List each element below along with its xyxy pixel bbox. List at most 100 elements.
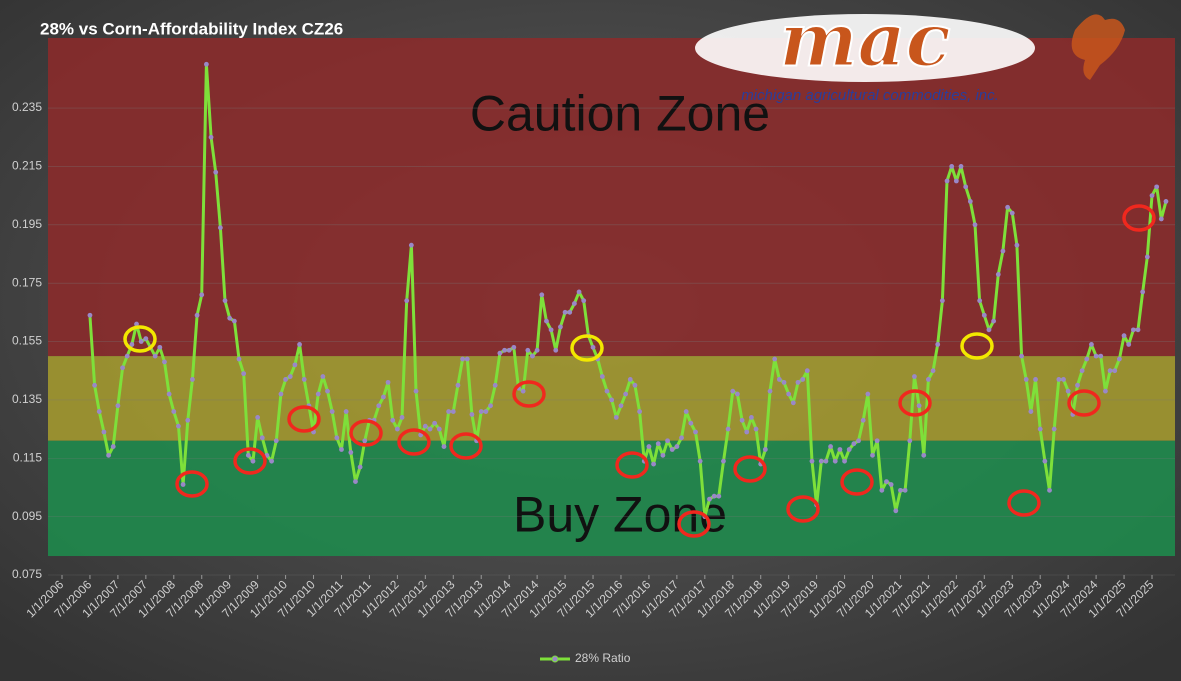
point xyxy=(408,242,414,248)
point xyxy=(1130,327,1136,333)
y-tick-label: 0.155 xyxy=(12,334,42,348)
point xyxy=(860,417,866,423)
point xyxy=(110,444,116,449)
point xyxy=(464,356,470,362)
chart-title: 28% vs Corn-Affordability Index CZ26 xyxy=(40,19,343,38)
point xyxy=(492,382,498,388)
point xyxy=(1126,342,1132,347)
point xyxy=(506,347,512,353)
point xyxy=(381,394,386,400)
point xyxy=(921,452,927,458)
point xyxy=(283,377,288,382)
point xyxy=(832,458,838,464)
point xyxy=(781,379,787,385)
point xyxy=(1028,409,1034,414)
point xyxy=(1084,356,1090,362)
highlight xyxy=(615,451,649,479)
point xyxy=(590,344,596,350)
point xyxy=(651,461,656,467)
point xyxy=(87,312,93,318)
point xyxy=(245,452,251,458)
point xyxy=(823,458,829,464)
point xyxy=(912,374,917,379)
logo-backdrop xyxy=(695,14,1035,82)
point xyxy=(115,403,121,409)
zone-label: Caution Zone xyxy=(470,85,770,141)
point xyxy=(632,382,638,388)
point xyxy=(851,441,857,447)
point xyxy=(287,374,293,379)
point xyxy=(1019,353,1024,359)
point xyxy=(460,356,465,362)
point xyxy=(939,298,945,304)
point xyxy=(562,309,568,315)
highlight xyxy=(677,510,711,538)
point xyxy=(427,426,433,432)
point xyxy=(334,435,340,441)
point xyxy=(1121,333,1127,339)
legend-marker xyxy=(551,655,559,663)
y-tick-label: 0.095 xyxy=(12,509,42,523)
point xyxy=(776,377,782,382)
y-tick-label: 0.215 xyxy=(12,159,42,173)
point xyxy=(688,420,694,426)
point xyxy=(120,365,125,371)
point xyxy=(926,377,931,382)
point xyxy=(749,415,754,420)
highlight xyxy=(840,468,874,496)
point xyxy=(362,438,368,444)
y-tick-label: 0.195 xyxy=(12,217,42,231)
point xyxy=(944,178,950,184)
point xyxy=(548,327,554,333)
point xyxy=(916,403,922,409)
point xyxy=(1103,388,1108,394)
point xyxy=(1140,289,1146,295)
point xyxy=(618,403,624,409)
point xyxy=(227,315,233,321)
zone xyxy=(48,38,1175,357)
point xyxy=(972,222,978,228)
point xyxy=(1149,193,1155,198)
point xyxy=(162,359,167,365)
point xyxy=(520,388,526,394)
point xyxy=(422,423,428,429)
point xyxy=(446,409,452,414)
logo-icon xyxy=(1071,14,1125,80)
point xyxy=(753,426,759,432)
point xyxy=(856,438,861,444)
zone-label: Buy Zone xyxy=(513,487,727,543)
point xyxy=(231,318,237,324)
point xyxy=(1065,388,1071,394)
point xyxy=(790,400,796,406)
point xyxy=(637,409,643,414)
point xyxy=(669,447,675,452)
point xyxy=(1112,368,1118,374)
point xyxy=(301,377,307,382)
y-tick-label: 0.115 xyxy=(13,450,42,464)
y-tick-label: 0.135 xyxy=(12,392,42,406)
point xyxy=(1042,458,1048,464)
point xyxy=(665,438,670,444)
point xyxy=(1093,353,1099,359)
point xyxy=(171,409,177,414)
point xyxy=(967,199,973,204)
point xyxy=(483,409,489,414)
point xyxy=(711,493,717,499)
point xyxy=(949,164,955,169)
point xyxy=(721,458,726,464)
point xyxy=(1033,377,1038,382)
point xyxy=(1135,327,1141,333)
y-tick-label: 0.075 xyxy=(12,567,42,581)
point xyxy=(259,435,265,441)
point xyxy=(222,298,228,304)
point xyxy=(194,312,200,318)
point xyxy=(646,444,652,449)
point xyxy=(870,452,875,458)
point xyxy=(963,184,969,190)
point xyxy=(199,292,205,298)
point xyxy=(599,374,605,379)
highlight xyxy=(512,380,546,408)
highlight-circles xyxy=(123,204,1156,538)
logo-text: mac xyxy=(779,0,950,84)
point xyxy=(339,447,344,452)
